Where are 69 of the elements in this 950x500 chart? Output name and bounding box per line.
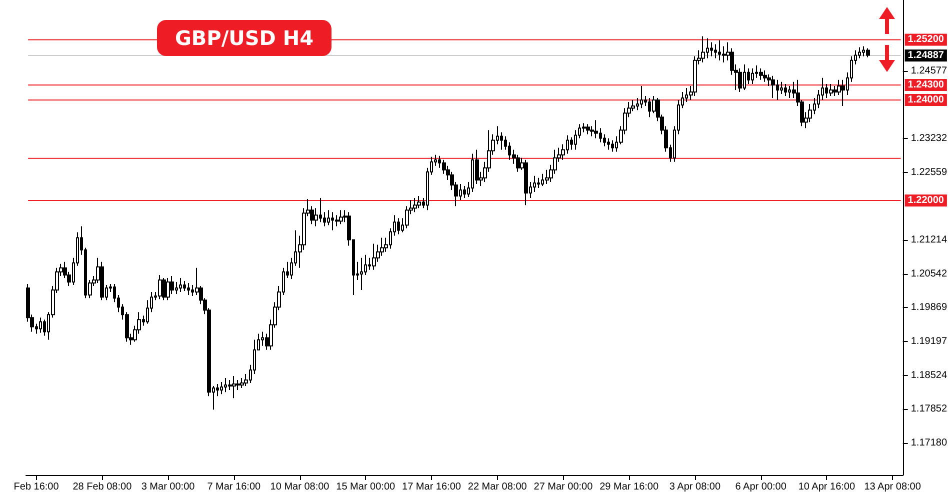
candlestick — [771, 75, 775, 99]
candlestick — [100, 261, 104, 301]
ref-line-label: 1.24887 — [908, 50, 944, 61]
candlestick — [763, 70, 767, 82]
candlestick — [327, 210, 330, 226]
x-tick-label: 22 Mar 08:00 — [468, 482, 528, 492]
candlestick — [166, 277, 170, 301]
x-tick-label: 3 Apr 08:00 — [669, 482, 721, 492]
ref-line-label: 1.24000 — [908, 94, 944, 106]
candlestick — [611, 140, 614, 152]
candlestick — [162, 277, 166, 301]
x-tick-label: 6 Apr 00:00 — [735, 482, 787, 492]
y-tick-label: 1.24577 — [910, 66, 948, 77]
candlestick — [187, 282, 190, 296]
x-tick-label: 3 Mar 00:00 — [141, 482, 196, 492]
x-tick-label: Feb 16:00 — [14, 482, 60, 492]
candlestick — [866, 48, 870, 58]
y-tick-label: 1.17852 — [910, 404, 948, 415]
y-tick-label: 1.18524 — [910, 370, 948, 381]
candlestick — [701, 36, 705, 63]
y-tick-label: 1.19869 — [910, 302, 948, 314]
candlestick — [607, 138, 610, 150]
candlestick — [397, 218, 400, 235]
candlestick — [710, 42, 713, 57]
x-tick-label: 7 Mar 16:00 — [207, 482, 262, 492]
y-tick-label: 1.23232 — [910, 133, 948, 144]
candlestick — [240, 377, 244, 389]
candlestick — [372, 243, 376, 270]
x-tick-label: 15 Mar 00:00 — [336, 482, 396, 492]
x-tick-label: 17 Mar 16:00 — [402, 482, 462, 492]
candlestick — [516, 154, 520, 172]
candlestick — [545, 169, 549, 184]
ref-line-label: 1.25200 — [908, 34, 944, 46]
y-tick-label: 1.20542 — [910, 268, 948, 280]
candlestick — [714, 44, 717, 59]
candlestick — [39, 317, 42, 334]
text: GBP/USD H4 — [175, 26, 314, 50]
ref-line-label: 1.24300 — [908, 79, 944, 90]
candlestick — [594, 120, 598, 139]
candlestick — [417, 196, 421, 209]
candlestick — [524, 159, 528, 206]
candlestick — [738, 68, 742, 92]
candlestick — [220, 382, 223, 395]
candlestick — [339, 210, 343, 225]
candlestick — [751, 68, 754, 84]
x-tick-label: 28 Feb 08:00 — [72, 482, 132, 492]
candlestick — [179, 277, 182, 293]
candlestick — [759, 68, 763, 80]
candlestick — [360, 257, 363, 291]
candlestick — [784, 83, 787, 97]
x-tick-label: 10 Mar 08:00 — [270, 482, 330, 492]
candlestick — [183, 280, 186, 292]
candlestick — [463, 185, 466, 199]
candlestick — [158, 274, 162, 300]
x-tick-label: 10 Apr 16:00 — [798, 482, 856, 492]
candlestick — [640, 85, 643, 109]
x-tick-label: 27 Mar 00:00 — [534, 482, 594, 492]
y-tick-label: 1.17180 — [910, 437, 948, 448]
x-tick-label: 29 Mar 16:00 — [600, 482, 659, 492]
candlestick — [586, 124, 590, 135]
candlestick — [829, 83, 833, 97]
y-tick-label: 1.21214 — [910, 234, 948, 246]
candlestick — [537, 177, 540, 188]
y-tick-label: 1.19197 — [910, 336, 948, 347]
y-tick-label: 1.22559 — [910, 166, 948, 178]
x-tick-label: 13 Apr 08:00 — [864, 482, 922, 492]
candlestick — [413, 198, 417, 213]
candlestick — [232, 375, 236, 399]
ref-line-label: 1.22000 — [908, 195, 944, 206]
